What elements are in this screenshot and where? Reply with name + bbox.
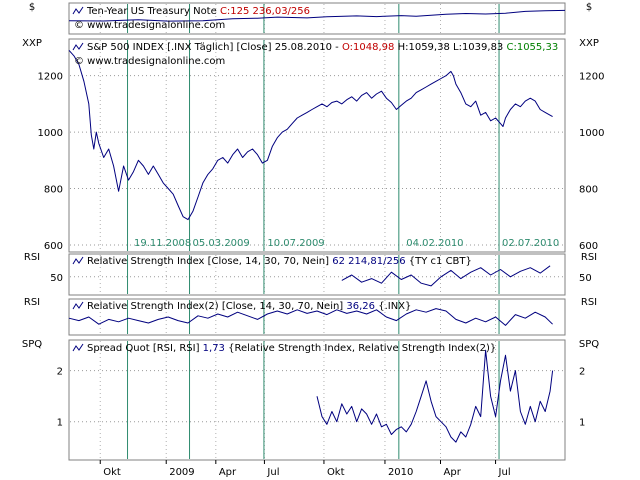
indicator-icon bbox=[72, 6, 84, 15]
y-tick-label-left: 2 bbox=[57, 367, 63, 378]
x-tick-label: 2009 bbox=[169, 467, 194, 478]
y-tick-label-right: 1 bbox=[579, 418, 585, 429]
x-tick-label: Okt bbox=[103, 467, 121, 478]
indicator-icon bbox=[72, 256, 84, 265]
watermark-text: © www.tradesignalonline.com bbox=[74, 20, 225, 31]
panel-border bbox=[68, 339, 566, 461]
panel-title-part: O:1048,98 bbox=[342, 42, 394, 53]
x-tick-label: Apr bbox=[444, 467, 462, 478]
y-tick-label-right: 800 bbox=[579, 185, 598, 196]
x-tick-label: Jul bbox=[498, 467, 511, 478]
y-tick-label-left: 50 bbox=[50, 273, 63, 284]
indicator-icon bbox=[72, 343, 84, 352]
y-tick-label-left: 600 bbox=[44, 241, 63, 252]
panel-border bbox=[68, 2, 566, 35]
y-tick-label-right: 1200 bbox=[579, 72, 604, 83]
x-tick-label: 2010 bbox=[388, 467, 413, 478]
panel-title-part: S&P 500 INDEX [.INX Täglich] [Close] 25.… bbox=[87, 42, 342, 53]
panel-unit-right: XXP bbox=[579, 38, 599, 49]
x-tick-label: Okt bbox=[327, 467, 345, 478]
panel-treasury: $ $ Ten-Year US Treasury Note C:125 236,03… bbox=[29, 2, 592, 35]
indicator-icon bbox=[72, 301, 84, 310]
panel-title-part: Relative Strength Index [Close, 14, 30, … bbox=[87, 256, 332, 267]
date-label: 19.11.2008 bbox=[134, 238, 191, 249]
panel-title-part: Ten-Year US Treasury Note bbox=[86, 6, 217, 17]
date-label: 02.07.2010 bbox=[502, 238, 559, 249]
panel-rsi2: RSI RSI Relative Strength Index(2) [Close,… bbox=[24, 297, 597, 336]
series-line bbox=[68, 308, 553, 326]
panel-unit-right: RSI bbox=[581, 252, 597, 263]
panel-sp500: 600 600 800 800 1000 1000 1200 1200 XXP XXP S&P 50… bbox=[22, 38, 604, 253]
panel-unit-right: RSI bbox=[581, 297, 597, 308]
panel-unit-right: SPQ bbox=[579, 339, 599, 350]
panel-title-part: H:1059,38 L:1039,83 bbox=[394, 42, 506, 53]
panel-title-part: {Relative Strength Index, Relative Stren… bbox=[225, 343, 496, 354]
panel-title-part: 62 214,81/256 bbox=[332, 256, 405, 267]
panel-title-part: C:125 236,03/256 bbox=[217, 6, 310, 17]
panel-unit-left: RSI bbox=[24, 252, 40, 263]
series-line bbox=[341, 265, 551, 287]
panel-border bbox=[68, 38, 566, 253]
panel-title-part: Relative Strength Index(2) [Close, 14, 3… bbox=[87, 301, 346, 312]
panel-unit-right: $ bbox=[586, 2, 592, 13]
panel-title: Relative Strength Index [Close, 14, 30, … bbox=[87, 256, 472, 267]
date-label: 04.02.2010 bbox=[406, 238, 463, 249]
panel-title: Ten-Year US Treasury Note C:125 236,03/2… bbox=[86, 6, 310, 17]
date-label: 05.03.2009 bbox=[193, 238, 250, 249]
y-tick-label-left: 1000 bbox=[38, 128, 63, 139]
y-tick-label-left: 1200 bbox=[38, 72, 63, 83]
panel-unit-left: XXP bbox=[22, 38, 42, 49]
y-tick-label-right: 1000 bbox=[579, 128, 604, 139]
panel-unit-left: $ bbox=[29, 2, 35, 13]
y-tick-label-right: 2 bbox=[579, 367, 585, 378]
panel-unit-left: SPQ bbox=[22, 339, 42, 350]
panel-title-part: C:1055,33 bbox=[506, 42, 558, 53]
x-tick-label: Apr bbox=[219, 467, 237, 478]
panel-title: S&P 500 INDEX [.INX Täglich] [Close] 25.… bbox=[87, 42, 558, 53]
panel-title-part: {TY c1 CBT} bbox=[406, 256, 472, 267]
indicator-icon bbox=[72, 42, 84, 51]
y-tick-label-right: 600 bbox=[579, 241, 598, 252]
panel-border bbox=[68, 298, 566, 336]
date-label: 10.07.2009 bbox=[267, 238, 324, 249]
panel-title: Relative Strength Index(2) [Close, 14, 3… bbox=[87, 301, 411, 312]
panel-border bbox=[68, 253, 566, 296]
series-line bbox=[68, 9, 566, 22]
panel-title-part: {.INX} bbox=[375, 301, 411, 312]
panel-title: Spread Quot [RSI, RSI] 1,73 {Relative St… bbox=[87, 343, 496, 354]
panel-rsi1: 50 50 RSI RSI Relative Strength Index [Close… bbox=[24, 252, 597, 296]
y-tick-label-left: 1 bbox=[57, 418, 63, 429]
panel-unit-left: RSI bbox=[24, 297, 40, 308]
x-tick-label: Jul bbox=[266, 467, 279, 478]
series-line bbox=[316, 349, 554, 443]
y-tick-label-left: 800 bbox=[44, 185, 63, 196]
panel-title-part: Spread Quot [RSI, RSI] bbox=[87, 343, 203, 354]
series-line bbox=[68, 49, 553, 221]
panel-title-part: 1,73 bbox=[203, 343, 225, 354]
panel-spread: 1 1 2 2 SPQ SPQ Spread Quot [RSI, RSI] 1,73 {R… bbox=[22, 339, 599, 461]
panel-title-part: 36,26 bbox=[346, 301, 375, 312]
y-tick-label-right: 50 bbox=[579, 273, 592, 284]
watermark-text: © www.tradesignalonline.com bbox=[74, 56, 225, 67]
